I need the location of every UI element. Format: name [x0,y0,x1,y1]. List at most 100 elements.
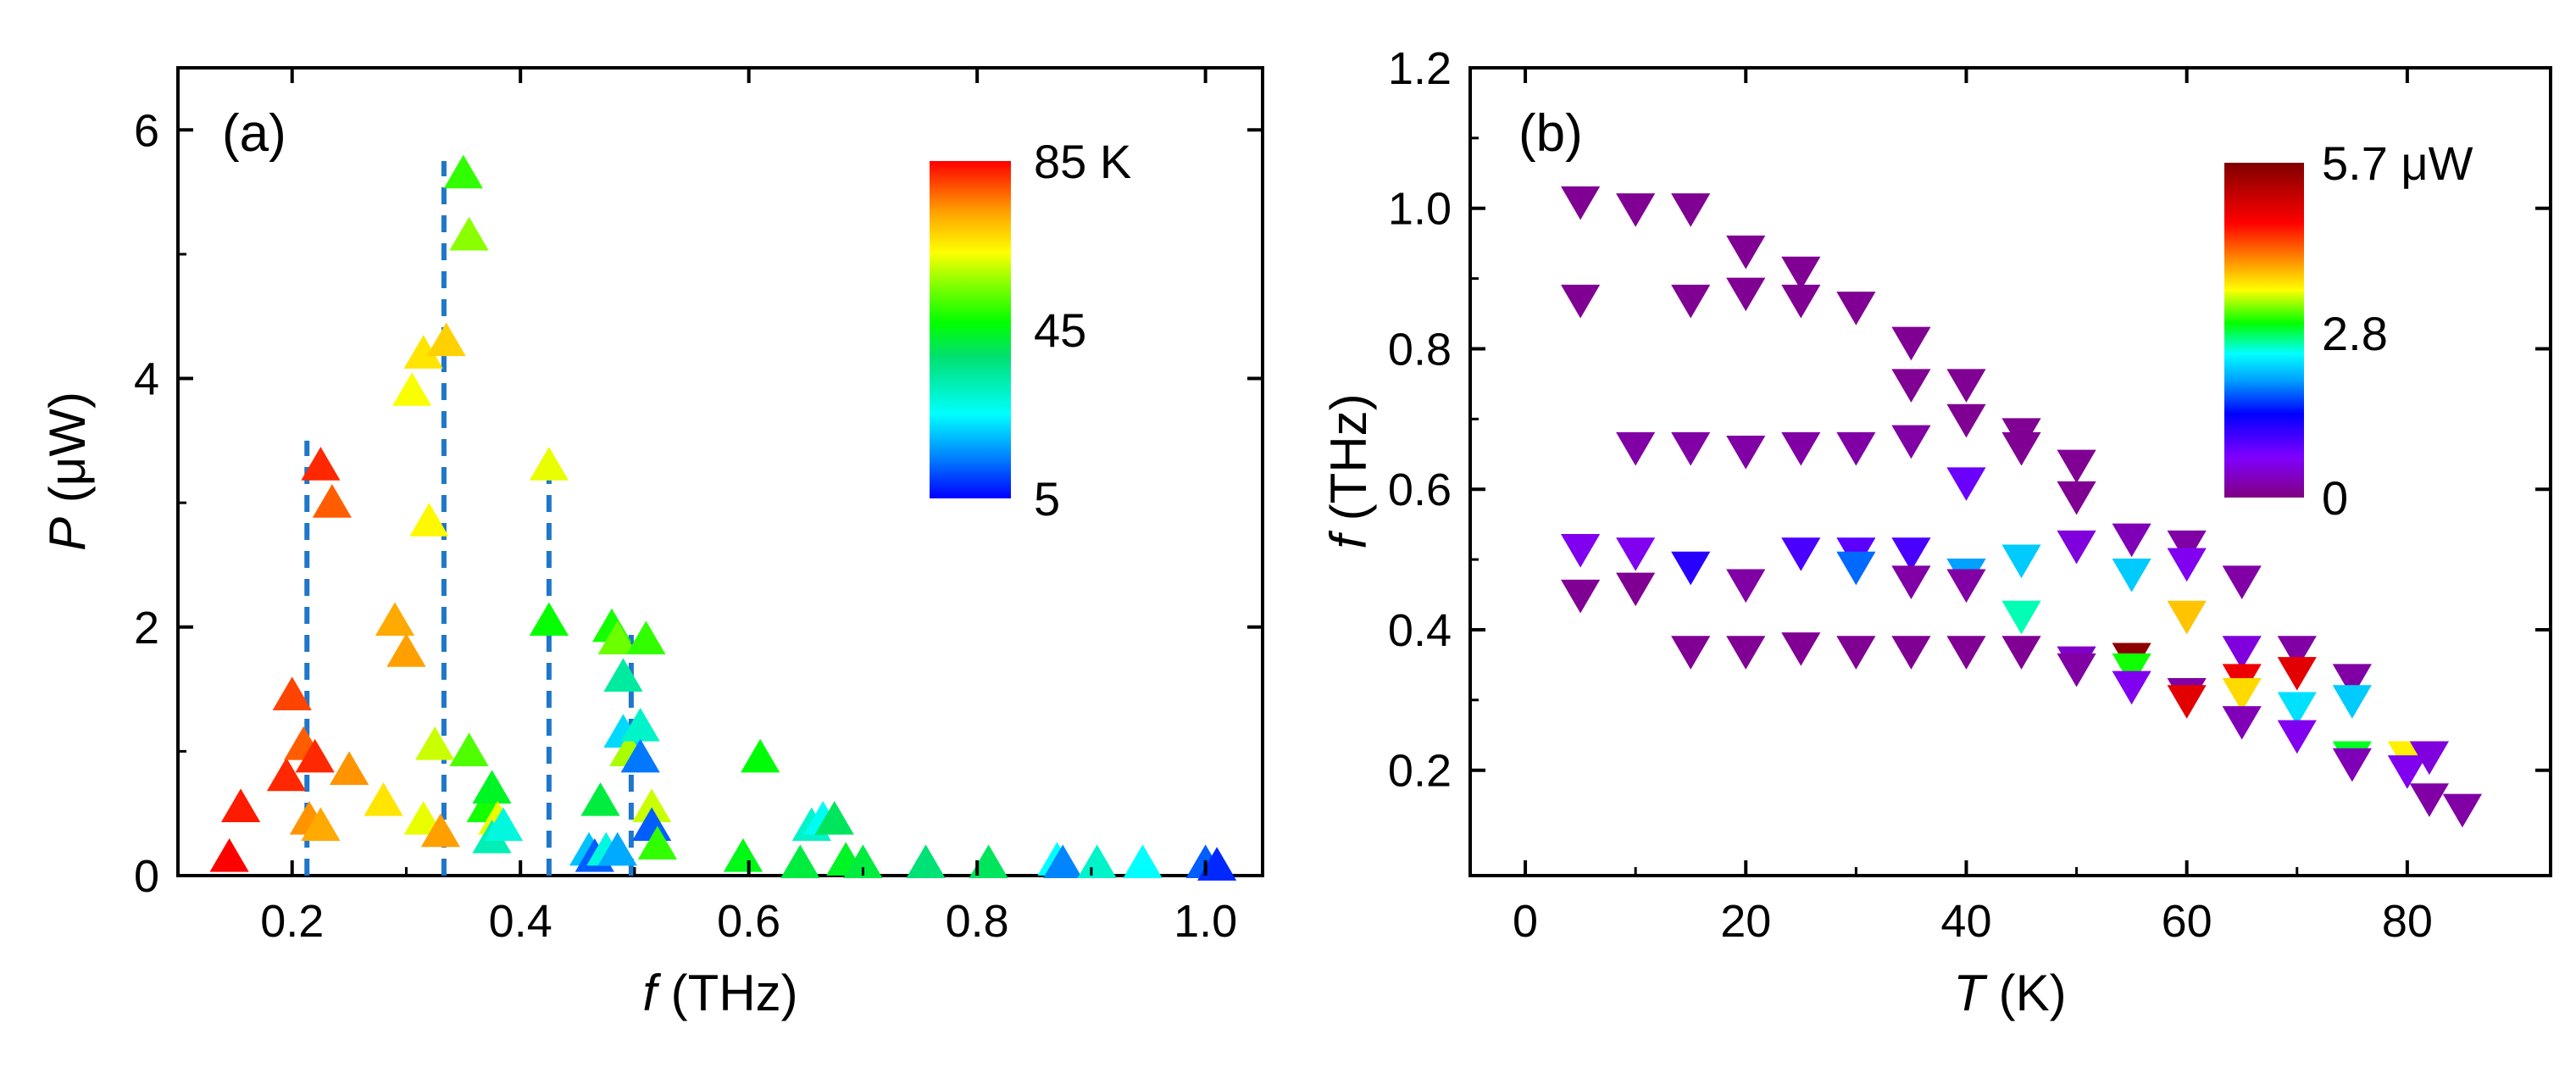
point-b-64 [2222,706,2262,740]
point-b-29 [1891,369,1931,403]
x-axis-title-b-unit: (K) [1985,965,2067,1021]
x-axis-title-a-var: f [642,965,661,1021]
point-b-1 [1561,284,1601,319]
point-b-17 [1726,636,1766,670]
y-ticks-b: 0.2 0.4 0.6 0.8 1.0 1.2 [1388,43,2551,797]
point-b-27 [1836,636,1876,670]
x-tick-label-b-2: 40 [1940,896,1991,947]
point-a-52 [814,801,854,835]
point-b-51 [2112,559,2151,592]
point-a-12 [375,602,415,637]
x-tick-label-b-1: 20 [1720,896,1771,947]
y-tick-label-b-2: 0.6 [1388,464,1452,515]
point-a-0 [209,838,249,872]
point-a-2 [266,757,307,792]
point-b-14 [1726,277,1766,312]
point-b-66 [2277,657,2317,691]
point-b-65 [2277,636,2317,670]
point-b-5 [1616,431,1656,466]
y-ticks-a: 0 2 4 6 [134,105,1263,902]
y-tick-label-a-3: 6 [134,105,159,156]
point-b-21 [1781,537,1821,571]
point-b-46 [2057,481,2096,515]
point-a-44 [632,788,672,822]
point-b-72 [2332,748,2372,782]
point-a-36 [597,620,637,655]
point-b-53 [2112,653,2151,687]
point-b-42 [2001,544,2041,579]
point-a-15 [403,335,443,369]
point-a-43 [626,620,666,655]
x-tick-label-b-4: 80 [2382,896,2433,947]
point-b-28 [1891,326,1931,361]
point-b-9 [1671,284,1711,319]
point-b-30 [1891,425,1931,459]
point-a-23 [449,732,489,766]
y-tick-label-a-1: 2 [134,603,159,654]
y-tick-label-b-4: 1.0 [1388,184,1452,235]
point-a-45 [632,807,672,841]
point-b-10 [1671,431,1711,466]
point-b-76 [2409,783,2449,817]
point-b-59 [2167,685,2207,719]
point-b-7 [1616,572,1656,607]
point-a-25 [472,770,512,804]
y-axis-title-b: f (THz) [1320,393,1377,548]
y-tick-label-b-0: 0.2 [1388,746,1452,797]
point-b-34 [1946,369,1986,403]
point-b-11 [1671,551,1711,586]
point-a-47 [723,838,763,872]
y-axis-title-a-unit: (μW) [39,392,96,517]
panel-b: 0 20 40 60 80 0.2 0.4 0.6 0.8 1.0 1.2 (b) T (K) f… [1320,43,2552,1021]
point-a-56 [969,844,1008,878]
point-a-21 [443,154,483,189]
point-b-69 [2332,664,2372,698]
point-a-14 [392,372,432,406]
point-b-55 [2167,530,2207,565]
point-b-47 [2057,530,2096,565]
point-b-49 [2057,653,2096,687]
point-b-50 [2112,523,2151,558]
plot-frame-b [1468,66,2552,877]
point-a-38 [597,832,637,866]
x-tick-label-a-4: 1.0 [1174,896,1237,947]
x-axis-title-a: f (THz) [642,965,797,1021]
point-a-46 [637,826,677,859]
point-b-36 [1946,467,1986,501]
point-b-19 [1781,284,1821,319]
points-b [1561,186,2483,828]
point-a-1 [221,788,261,822]
point-b-35 [1946,403,1986,438]
point-b-43 [2001,600,2041,635]
point-b-61 [2222,636,2262,670]
point-a-7 [301,447,341,481]
point-b-3 [1561,579,1601,614]
colorbar-label-a-0: 85 K [1034,135,1131,188]
points-a [209,154,1237,881]
point-b-57 [2167,600,2207,635]
x-tick-label-a-3: 0.8 [946,896,1009,947]
point-b-60 [2222,565,2262,599]
colorbar-ticks-b: 5.7 μW 2.8 0 [2322,136,2473,525]
x-axis-title-b-var: T [1953,965,1988,1021]
point-b-0 [1561,186,1601,220]
point-b-23 [1836,292,1876,325]
x-tick-label-b-0: 0 [1513,896,1538,947]
colorbar-label-b-1: 2.8 [2322,307,2388,360]
colorbar-label-a-1: 45 [1034,303,1086,357]
point-a-16 [409,503,449,537]
point-a-8 [312,484,352,518]
point-b-75 [2409,741,2449,776]
point-b-12 [1671,636,1711,670]
point-a-9 [301,807,341,841]
point-a-48 [741,738,780,773]
point-a-49 [780,844,820,878]
x-tick-label-a-0: 0.2 [260,896,324,947]
y-tick-label-b-3: 0.8 [1388,324,1452,375]
y-tick-label-b-1: 0.4 [1388,605,1452,656]
point-b-56 [2167,548,2207,582]
colorbar-label-b-0: 5.7 μW [2322,136,2473,190]
point-b-26 [1836,551,1876,586]
colorbar-a [930,161,1011,498]
